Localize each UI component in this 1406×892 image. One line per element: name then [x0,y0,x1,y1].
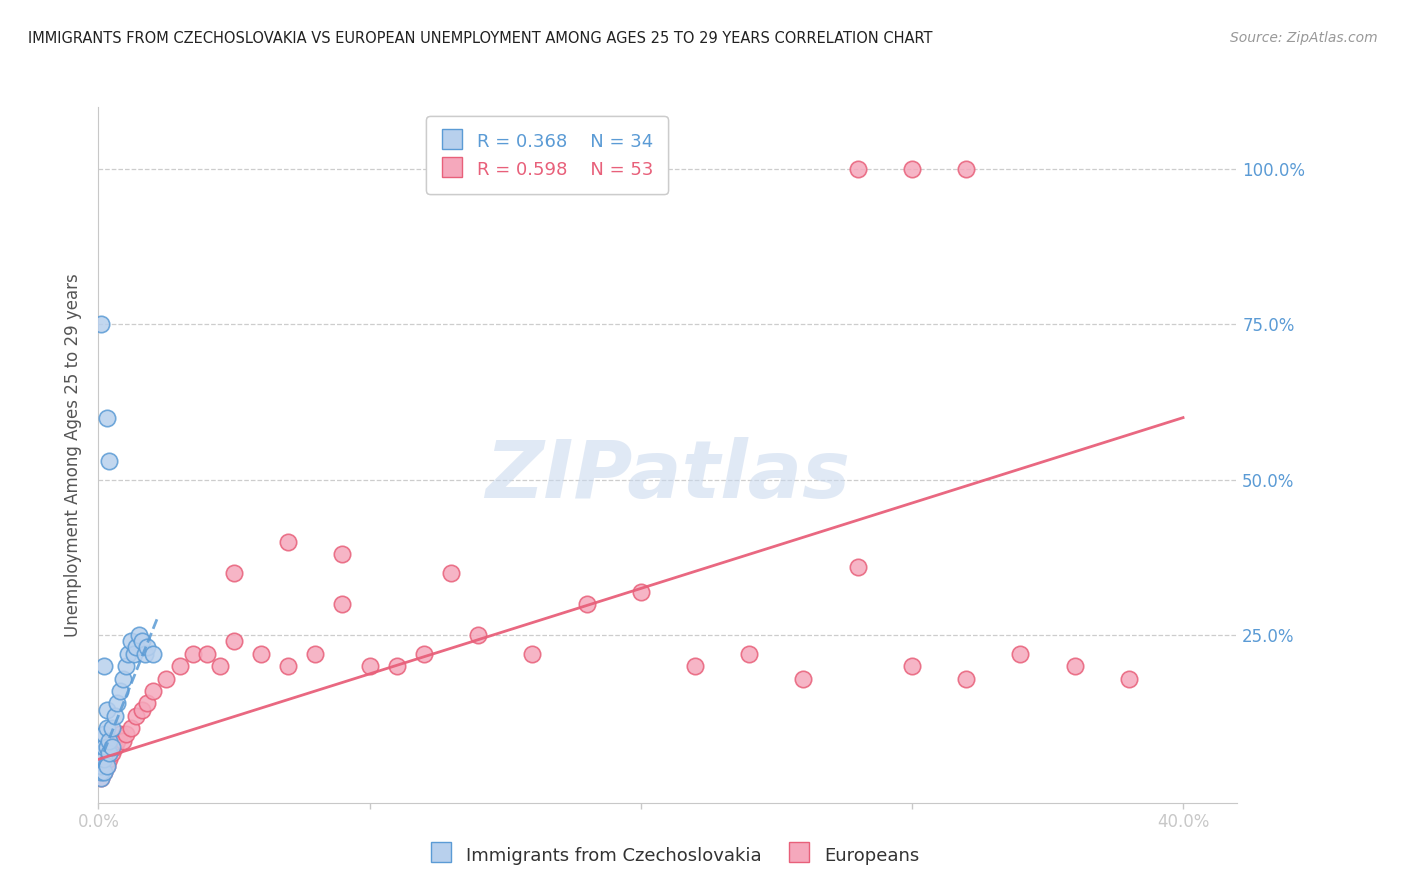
Point [277,534,299,549]
Point [111,733,134,747]
Point [93,659,115,673]
Point [117,647,139,661]
Point [385,659,408,673]
Point [169,659,191,673]
Point [134,647,156,661]
Point [90,771,112,785]
Point [114,659,136,673]
Point [128,628,150,642]
Point [683,659,706,673]
Point [101,721,124,735]
Point [93,764,115,779]
Point [630,584,652,599]
Point [222,566,245,580]
Point [98,739,121,754]
Point [90,746,112,760]
Point [412,647,434,661]
Legend: Immigrants from Czechoslovakia, Europeans: Immigrants from Czechoslovakia, European… [420,835,929,874]
Point [955,162,977,177]
Point [93,764,115,779]
Point [277,659,299,673]
Point [98,746,121,760]
Point [93,727,115,741]
Point [96,410,118,425]
Point [209,659,232,673]
Point [131,703,153,717]
Point [440,566,463,580]
Point [136,697,159,711]
Point [136,640,159,655]
Point [250,647,273,661]
Point [108,684,131,698]
Point [101,733,124,747]
Point [98,454,121,468]
Point [522,647,544,661]
Text: IMMIGRANTS FROM CZECHOSLOVAKIA VS EUROPEAN UNEMPLOYMENT AMONG AGES 25 TO 29 YEAR: IMMIGRANTS FROM CZECHOSLOVAKIA VS EUROPE… [28,31,932,46]
Point [955,672,977,686]
Point [93,752,115,766]
Point [98,733,121,747]
Point [846,559,869,574]
Point [114,727,136,741]
Point [359,659,381,673]
Point [120,721,142,735]
Point [96,758,118,772]
Point [93,752,115,766]
Point [104,739,127,754]
Point [738,647,761,661]
Point [125,640,148,655]
Point [1063,659,1085,673]
Point [107,697,129,711]
Point [108,727,131,741]
Point [901,162,924,177]
Point [131,634,153,648]
Point [111,672,134,686]
Point [467,628,489,642]
Point [792,672,814,686]
Point [846,162,869,177]
Text: Source: ZipAtlas.com: Source: ZipAtlas.com [1230,31,1378,45]
Point [1010,647,1032,661]
Point [107,733,129,747]
Point [93,739,115,754]
Point [90,771,112,785]
Point [575,597,598,611]
Point [90,758,112,772]
Point [104,708,127,723]
Point [142,647,165,661]
Point [98,752,121,766]
Point [155,672,177,686]
Point [90,764,112,779]
Point [120,634,142,648]
Point [96,721,118,735]
Point [901,659,924,673]
Text: ZIPatlas: ZIPatlas [485,437,851,515]
Point [96,758,118,772]
Point [1118,672,1140,686]
Point [96,703,118,717]
Point [96,746,118,760]
Legend: R = 0.368    N = 34, R = 0.598    N = 53: R = 0.368 N = 34, R = 0.598 N = 53 [426,116,668,194]
Point [304,647,326,661]
Point [101,746,124,760]
Point [332,547,354,561]
Point [90,758,112,772]
Point [122,647,145,661]
Point [183,647,205,661]
Point [332,597,354,611]
Point [142,684,165,698]
Point [101,739,124,754]
Point [125,708,148,723]
Point [222,634,245,648]
Y-axis label: Unemployment Among Ages 25 to 29 years: Unemployment Among Ages 25 to 29 years [63,273,82,637]
Point [195,647,218,661]
Point [96,739,118,754]
Point [90,318,112,332]
